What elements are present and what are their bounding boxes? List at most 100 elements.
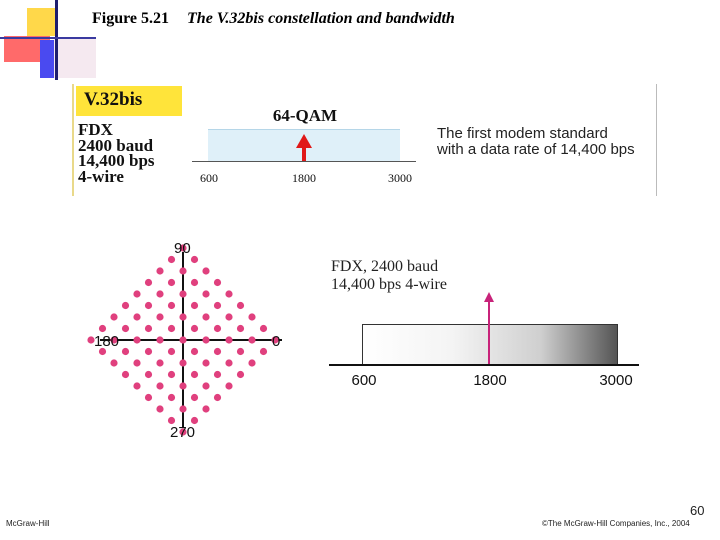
description-note: The first modem standard with a data rat… bbox=[437, 126, 635, 158]
constellation-point bbox=[190, 416, 199, 425]
constellation-point bbox=[213, 278, 222, 287]
constellation-point bbox=[110, 359, 118, 367]
constellation-point bbox=[179, 382, 187, 390]
band-tick-label: 1800 bbox=[473, 372, 507, 389]
constellation-point bbox=[202, 290, 210, 298]
figure-title: Figure 5.21 The V.32bis constellation an… bbox=[92, 10, 455, 28]
figure-caption: The V.32bis constellation and bandwidth bbox=[187, 10, 455, 27]
constellation-points bbox=[87, 244, 279, 436]
constellation-point bbox=[236, 301, 245, 310]
constellation-point bbox=[156, 405, 164, 413]
constellation-point bbox=[167, 324, 176, 333]
constellation-point bbox=[156, 359, 164, 367]
standard-badge bbox=[76, 86, 182, 116]
constellation-point bbox=[248, 336, 256, 344]
constellation-point bbox=[167, 393, 176, 402]
note-line: The first modem standard bbox=[437, 125, 608, 142]
constellation-point bbox=[121, 324, 130, 333]
constellation-point bbox=[225, 382, 233, 390]
angle-label-270: 270 bbox=[170, 424, 196, 441]
publisher-name: McGraw-Hill bbox=[6, 519, 50, 528]
constellation-point bbox=[144, 324, 153, 333]
constellation-point bbox=[179, 290, 187, 298]
tick-label: 600 bbox=[200, 171, 218, 185]
constellation-point bbox=[225, 336, 233, 344]
band-tick-label: 3000 bbox=[599, 372, 633, 389]
figure-label: Figure 5.21 bbox=[92, 10, 170, 27]
constellation-point bbox=[236, 347, 245, 356]
copyright-notice: ©The McGraw-Hill Companies, Inc., 2004 bbox=[542, 519, 690, 528]
constellation-point bbox=[202, 267, 210, 275]
corner-blue-square bbox=[40, 40, 54, 78]
angle-label-0: 0 bbox=[272, 333, 281, 350]
constellation-point bbox=[133, 382, 141, 390]
constellation-point bbox=[98, 347, 107, 356]
constellation-point bbox=[259, 324, 268, 333]
spec-item: 14,400 bps bbox=[78, 151, 155, 170]
standard-badge-label: V.32bis bbox=[84, 89, 143, 110]
spec-item: 2400 baud bbox=[78, 135, 154, 155]
constellation-point bbox=[190, 255, 199, 264]
constellation-point bbox=[110, 336, 118, 344]
constellation-point bbox=[225, 359, 233, 367]
constellation-point bbox=[121, 370, 130, 379]
corner-pink-square bbox=[54, 38, 96, 78]
corner-yellow-square bbox=[27, 8, 55, 36]
constellation-point bbox=[167, 278, 176, 287]
constellation-point bbox=[202, 336, 210, 344]
constellation-point bbox=[202, 359, 210, 367]
constellation-point bbox=[144, 278, 153, 287]
constellation-point bbox=[236, 370, 245, 379]
constellation-point bbox=[190, 393, 199, 402]
band-axis bbox=[329, 364, 639, 366]
constellation-point bbox=[133, 290, 141, 298]
constellation-point bbox=[144, 370, 153, 379]
constellation-point bbox=[190, 347, 199, 356]
constellation-point bbox=[167, 370, 176, 379]
constellation-point bbox=[225, 290, 233, 298]
carrier-arrow-stem bbox=[302, 147, 306, 161]
modulation-label: 64-QAM bbox=[272, 106, 338, 125]
constellation-point bbox=[156, 336, 164, 344]
constellation-point bbox=[190, 324, 199, 333]
tick-label: 3000 bbox=[388, 171, 412, 185]
band-description-line: 14,400 bps 4-wire bbox=[331, 276, 447, 293]
carrier-marker-stem bbox=[488, 300, 490, 364]
bandwidth-axis bbox=[192, 161, 416, 162]
constellation-point bbox=[202, 382, 210, 390]
constellation-point bbox=[179, 359, 187, 367]
constellation-point bbox=[156, 290, 164, 298]
constellation-point bbox=[156, 267, 164, 275]
angle-label-180: 180 bbox=[94, 333, 120, 350]
band-description: FDX, 2400 baud 14,400 bps 4-wire bbox=[331, 258, 447, 294]
constellation-point bbox=[202, 405, 210, 413]
constellation-point bbox=[213, 393, 222, 402]
constellation-point bbox=[121, 301, 130, 310]
corner-vertical-rule bbox=[55, 0, 58, 80]
constellation-point bbox=[179, 313, 187, 321]
note-line: with a data rate of 14,400 bps bbox=[437, 141, 635, 158]
summary-panel-rule bbox=[72, 84, 74, 196]
spec-list: FDX 2400 baud 14,400 bps 4-wire bbox=[78, 121, 155, 184]
angle-label-90: 90 bbox=[174, 240, 191, 257]
band-tick-label: 600 bbox=[351, 372, 377, 389]
summary-panel bbox=[72, 84, 657, 196]
constellation-point bbox=[259, 347, 268, 356]
constellation-point bbox=[133, 336, 141, 344]
constellation-point bbox=[190, 370, 199, 379]
constellation-point bbox=[179, 336, 187, 344]
carrier-marker-icon bbox=[484, 292, 494, 302]
constellation-point bbox=[213, 347, 222, 356]
constellation-point bbox=[190, 301, 199, 310]
constellation-point bbox=[167, 255, 176, 264]
constellation-point bbox=[121, 347, 130, 356]
constellation-point bbox=[133, 359, 141, 367]
constellation-point bbox=[179, 244, 187, 252]
constellation-point bbox=[179, 267, 187, 275]
band-gradient-box bbox=[362, 324, 618, 365]
constellation-point bbox=[156, 382, 164, 390]
constellation-point bbox=[179, 405, 187, 413]
constellation-point bbox=[87, 336, 95, 344]
constellation-point bbox=[98, 324, 107, 333]
constellation-point bbox=[167, 416, 176, 425]
